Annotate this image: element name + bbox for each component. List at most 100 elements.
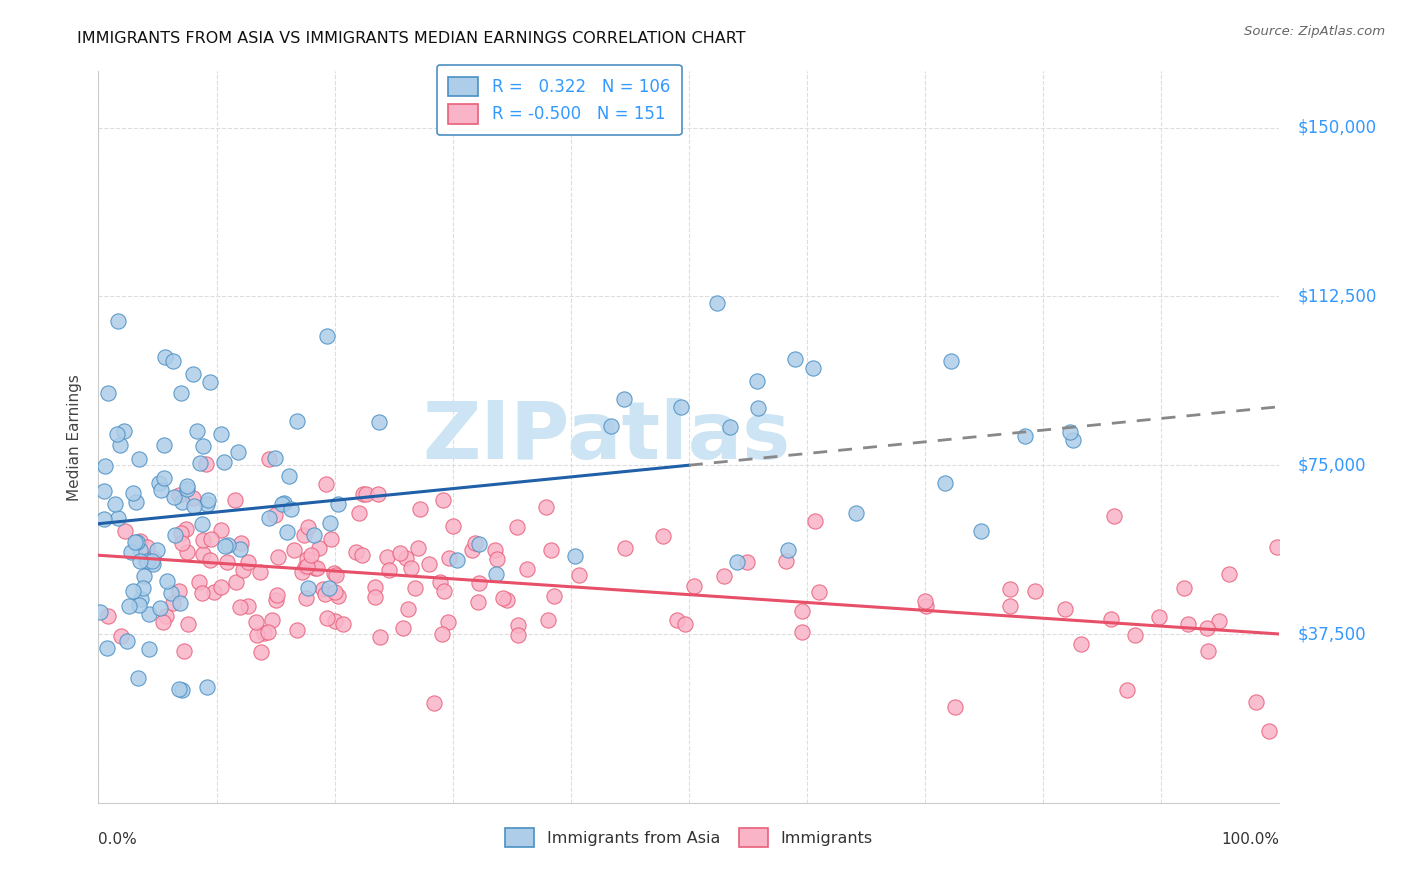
Point	[713, 569, 735, 583]
Point	[245, 615, 267, 630]
Point	[257, 452, 280, 467]
Point	[368, 630, 391, 644]
Point	[191, 585, 214, 599]
Point	[128, 452, 150, 467]
Point	[283, 543, 305, 558]
Point	[1246, 694, 1268, 708]
Point	[120, 545, 142, 559]
Point	[156, 574, 179, 588]
Point	[914, 594, 936, 608]
Point	[152, 615, 174, 629]
Point	[278, 469, 301, 483]
Point	[970, 524, 993, 538]
Point	[155, 609, 177, 624]
Point	[89, 605, 111, 619]
Point	[790, 604, 813, 618]
Point	[423, 696, 446, 710]
Point	[104, 496, 127, 510]
Point	[308, 541, 330, 555]
Point	[1195, 621, 1218, 635]
Point	[96, 641, 118, 656]
Point	[149, 483, 172, 497]
Point	[195, 497, 218, 511]
Point	[464, 536, 486, 550]
Point	[344, 545, 367, 559]
Point	[162, 354, 184, 368]
Point	[97, 386, 120, 401]
Point	[673, 616, 696, 631]
Point	[666, 613, 689, 627]
Point	[285, 414, 308, 428]
Point	[315, 477, 337, 491]
Point	[110, 628, 132, 642]
Point	[197, 492, 219, 507]
Point	[350, 548, 373, 562]
Point	[128, 554, 150, 568]
Point	[297, 552, 319, 566]
Point	[292, 528, 315, 542]
Point	[1173, 581, 1195, 595]
Point	[131, 581, 153, 595]
Point	[439, 550, 461, 565]
Point	[107, 314, 129, 328]
Point	[138, 607, 160, 622]
Point	[128, 542, 150, 557]
Point	[325, 568, 347, 582]
Point	[224, 492, 246, 507]
Point	[153, 438, 176, 452]
Point	[94, 458, 117, 473]
Text: IMMIGRANTS FROM ASIA VS IMMIGRANTS MEDIAN EARNINGS CORRELATION CHART: IMMIGRANTS FROM ASIA VS IMMIGRANTS MEDIA…	[77, 31, 747, 46]
Point	[319, 533, 342, 547]
Point	[167, 488, 190, 502]
Point	[267, 549, 290, 564]
Point	[845, 506, 868, 520]
Point	[468, 537, 491, 551]
Point	[124, 534, 146, 549]
Point	[285, 623, 308, 637]
Point	[209, 427, 232, 442]
Point	[430, 626, 453, 640]
Point	[124, 495, 146, 509]
Point	[776, 542, 799, 557]
Point	[364, 590, 387, 604]
Point	[485, 566, 508, 581]
Point	[214, 539, 236, 553]
Point	[163, 527, 186, 541]
Point	[202, 584, 225, 599]
Point	[406, 541, 429, 556]
Point	[1125, 627, 1147, 641]
Point	[129, 591, 152, 606]
Text: $75,000: $75,000	[1298, 456, 1365, 475]
Point	[172, 536, 194, 550]
Point	[323, 584, 346, 599]
Point	[735, 555, 758, 569]
Point	[115, 633, 138, 648]
Point	[516, 561, 538, 575]
Point	[195, 680, 218, 694]
Text: $150,000: $150,000	[1298, 119, 1376, 136]
Point	[217, 538, 239, 552]
Point	[93, 512, 115, 526]
Point	[652, 529, 675, 543]
Point	[167, 584, 190, 599]
Point	[375, 550, 398, 565]
Point	[170, 683, 193, 698]
Point	[803, 514, 825, 528]
Point	[163, 491, 186, 505]
Point	[138, 641, 160, 656]
Point	[257, 511, 280, 525]
Point	[534, 500, 557, 515]
Point	[176, 478, 198, 492]
Point	[484, 542, 506, 557]
Point	[128, 534, 150, 549]
Point	[148, 601, 170, 615]
Point	[127, 671, 149, 685]
Point	[181, 367, 204, 381]
Point	[297, 581, 319, 595]
Point	[225, 574, 247, 589]
Point	[506, 520, 529, 534]
Point	[682, 579, 704, 593]
Point	[429, 574, 451, 589]
Point	[191, 547, 214, 561]
Point	[914, 599, 936, 614]
